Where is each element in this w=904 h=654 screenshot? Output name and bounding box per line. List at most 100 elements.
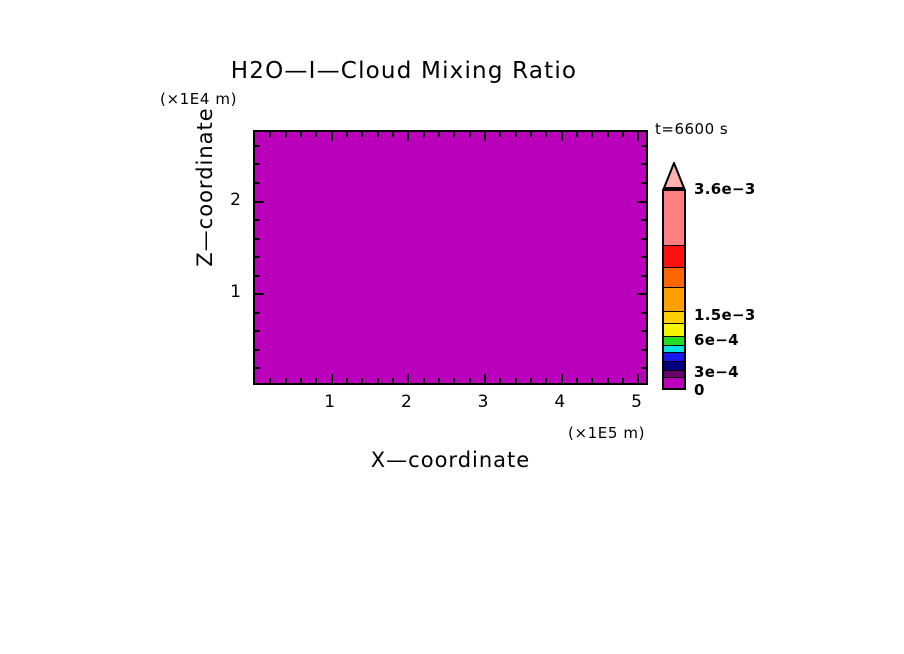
plot-area	[253, 130, 648, 385]
colorbar-segment-yellow	[664, 323, 684, 336]
major-tick-left	[255, 293, 264, 296]
minor-tick-top	[468, 132, 471, 137]
major-tick-left	[255, 200, 264, 203]
minor-tick-top	[315, 132, 318, 137]
minor-tick-bottom	[622, 378, 625, 383]
minor-tick-bottom	[606, 378, 609, 383]
minor-tick-left	[255, 163, 260, 166]
major-tick-bottom	[407, 374, 410, 383]
minor-tick-right	[641, 311, 646, 314]
colorbar-tick-label: 0	[694, 381, 705, 399]
minor-tick-left	[255, 237, 260, 240]
colorbar-extend-arrow-icon	[662, 162, 686, 189]
major-tick-bottom	[637, 374, 640, 383]
minor-tick-top	[346, 132, 349, 137]
minor-tick-bottom	[468, 378, 471, 383]
colorbar-tick-label: 3.6e−3	[694, 180, 756, 198]
y-axis-unit-annotation: (×1E4 m)	[160, 90, 238, 108]
minor-tick-top	[606, 132, 609, 137]
minor-tick-bottom	[315, 378, 318, 383]
colorbar-gradient	[662, 189, 686, 390]
minor-tick-top	[453, 132, 456, 137]
minor-tick-bottom	[545, 378, 548, 383]
colorbar-segment-red	[664, 244, 684, 267]
minor-tick-left	[255, 182, 260, 184]
major-tick-top	[407, 132, 410, 141]
minor-tick-top	[591, 132, 594, 137]
major-tick-right	[637, 293, 646, 296]
minor-tick-left	[255, 348, 260, 351]
y-tick-label: 1	[230, 282, 241, 303]
minor-tick-bottom	[422, 378, 425, 383]
minor-tick-bottom	[284, 378, 287, 383]
minor-tick-top	[376, 132, 379, 137]
colorbar-segment-magenta	[664, 377, 684, 389]
x-axis-label: X—coordinate	[370, 448, 531, 472]
minor-tick-left	[255, 330, 260, 333]
minor-tick-bottom	[530, 378, 533, 383]
minor-tick-top	[438, 132, 441, 137]
major-tick-bottom	[484, 374, 487, 383]
colorbar-segment-light-salmon	[664, 191, 684, 245]
minor-tick-bottom	[438, 378, 441, 383]
minor-tick-bottom	[346, 378, 349, 383]
minor-tick-top	[576, 132, 579, 137]
x-axis-unit-annotation: (×1E5 m)	[568, 424, 646, 442]
x-tick-label: 1	[324, 392, 336, 412]
minor-tick-bottom	[514, 378, 517, 383]
minor-tick-top	[361, 132, 364, 137]
major-tick-top	[560, 132, 563, 141]
colorbar-tick-label: 1.5e−3	[694, 306, 756, 325]
minor-tick-bottom	[499, 378, 502, 383]
colorbar-segment-blue	[664, 352, 684, 362]
colorbar-segment-orange	[664, 286, 684, 311]
minor-tick-left	[255, 256, 260, 259]
colorbar	[662, 162, 686, 390]
minor-tick-right	[641, 367, 646, 370]
colorbar-segment-dark-purple	[664, 369, 684, 378]
page-title: H2O—I—Cloud Mixing Ratio	[230, 58, 578, 84]
minor-tick-right	[641, 163, 646, 166]
minor-tick-top	[514, 132, 517, 137]
x-tick-label: 2	[400, 392, 412, 412]
x-tick-label: 5	[631, 392, 642, 412]
minor-tick-top	[284, 132, 287, 137]
minor-tick-top	[269, 132, 272, 137]
colorbar-segment-gold	[664, 310, 684, 324]
minor-tick-left	[255, 367, 260, 370]
colorbar-segment-cyan	[664, 344, 684, 353]
colorbar-segment-navy	[664, 361, 684, 370]
minor-tick-bottom	[392, 378, 395, 383]
y-axis-label: Z—coordinate	[193, 107, 217, 267]
minor-tick-left	[255, 311, 260, 314]
major-tick-bottom	[560, 374, 563, 383]
minor-tick-left	[255, 274, 260, 277]
minor-tick-top	[545, 132, 548, 137]
minor-tick-top	[622, 132, 625, 137]
minor-tick-top	[300, 132, 303, 137]
major-tick-top	[484, 132, 487, 141]
minor-tick-top	[392, 132, 395, 137]
colorbar-tick-label: 3e−4	[694, 363, 739, 382]
minor-tick-right	[641, 256, 646, 259]
major-tick-top	[637, 132, 640, 141]
minor-tick-bottom	[591, 378, 594, 383]
x-tick-label: 3	[477, 392, 489, 412]
minor-tick-left	[255, 144, 260, 147]
minor-tick-top	[422, 132, 425, 137]
timestamp-annotation: t=6600 s	[655, 120, 729, 138]
minor-tick-right	[641, 219, 646, 222]
minor-tick-right	[641, 348, 646, 351]
minor-tick-bottom	[376, 378, 379, 383]
colorbar-segment-dark-orange	[664, 266, 684, 287]
minor-tick-bottom	[269, 378, 272, 383]
minor-tick-bottom	[361, 378, 364, 383]
minor-tick-right	[641, 274, 646, 277]
colorbar-tick-label: 6e−4	[694, 331, 739, 350]
y-tick-label: 2	[230, 189, 241, 210]
minor-tick-right	[641, 144, 646, 147]
minor-tick-top	[499, 132, 502, 137]
major-tick-bottom	[330, 374, 333, 383]
minor-tick-right	[641, 330, 646, 333]
